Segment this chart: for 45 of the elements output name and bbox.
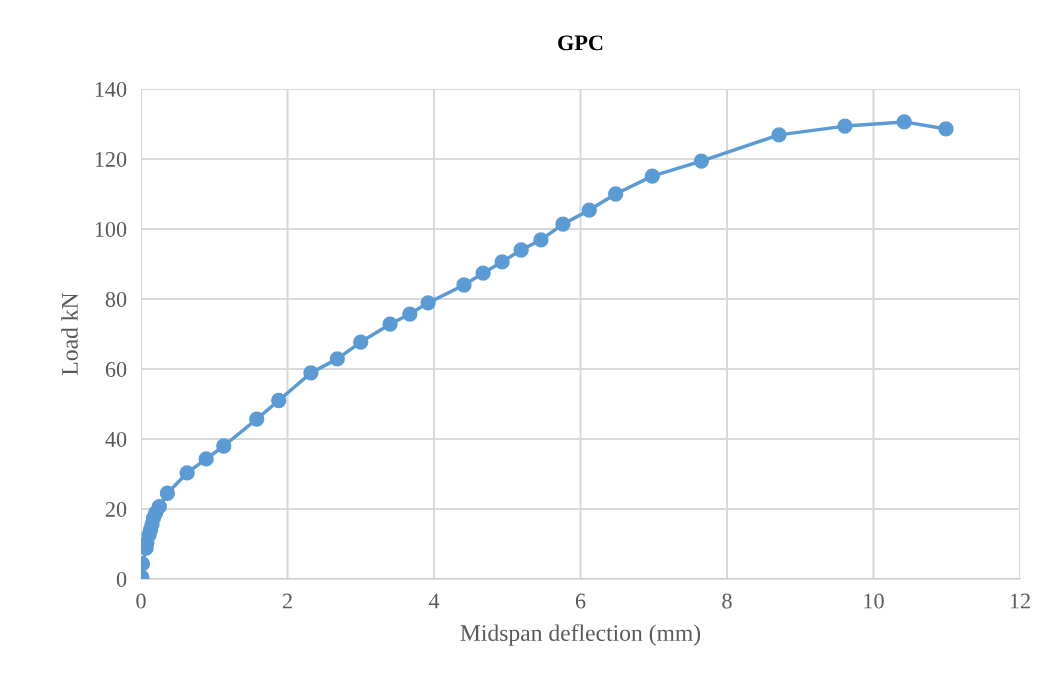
y-axis-title: Load kN	[61, 292, 78, 375]
point	[198, 451, 214, 467]
point	[329, 351, 345, 367]
x-tick-label: 8	[722, 593, 732, 609]
x-tick-label: 0	[136, 593, 146, 609]
y-tick-label: 0	[116, 571, 127, 587]
point	[494, 254, 510, 270]
point	[771, 127, 787, 143]
point	[151, 498, 167, 515]
y-tick-label: 140	[95, 81, 127, 97]
point	[179, 465, 195, 481]
x-tick-label: 12	[1010, 593, 1030, 609]
point	[159, 485, 176, 501]
y-tick-label: 100	[95, 221, 127, 237]
x-tick-label: 4	[428, 593, 440, 609]
y-tick-label: 20	[105, 501, 127, 517]
point	[382, 316, 398, 332]
point	[896, 114, 912, 130]
y-tick-label: 40	[105, 431, 127, 447]
point	[402, 306, 418, 322]
point	[420, 295, 436, 311]
chart-title: GPC	[558, 35, 603, 51]
point	[581, 202, 597, 218]
point	[837, 118, 853, 134]
point	[693, 153, 710, 169]
point	[513, 242, 529, 258]
x-tick-label: 6	[575, 593, 586, 609]
point	[353, 334, 369, 350]
point	[938, 121, 954, 137]
y-tick-label: 60	[105, 361, 127, 377]
point	[475, 265, 491, 281]
point	[249, 411, 265, 427]
point	[608, 186, 624, 202]
point	[303, 365, 319, 381]
y-tick-label: 120	[95, 151, 127, 167]
point	[456, 277, 472, 293]
x-tick-label: 2	[282, 593, 292, 609]
x-tick-label: 10	[864, 593, 884, 609]
point	[533, 232, 549, 248]
point	[271, 392, 287, 409]
point	[216, 438, 232, 454]
point	[555, 216, 571, 232]
x-axis-title: Midspan deflection (mm)	[460, 624, 701, 646]
point	[644, 168, 660, 184]
y-tick-label: 80	[105, 291, 127, 307]
